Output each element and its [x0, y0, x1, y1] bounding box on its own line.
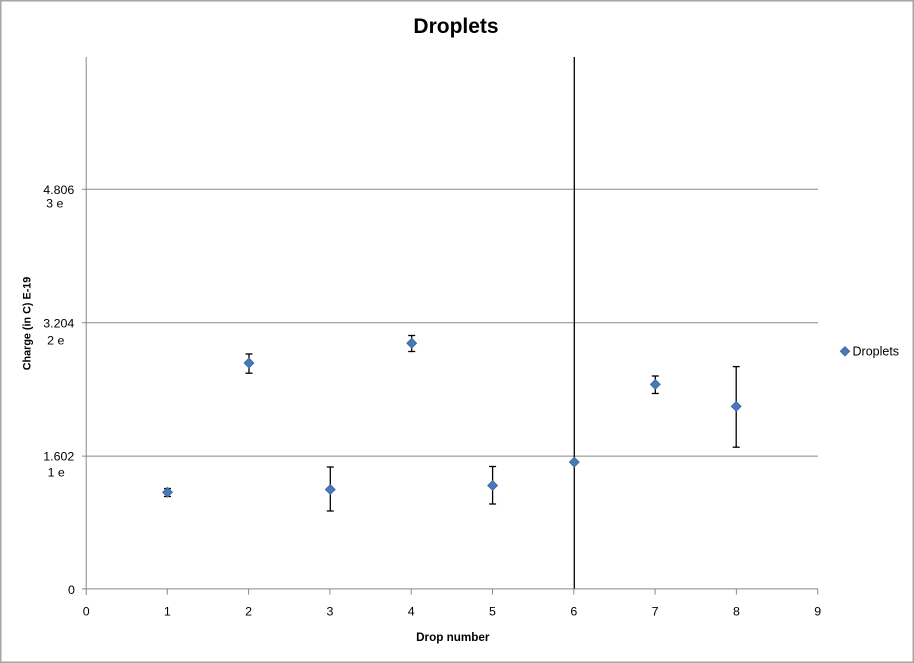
svg-text:0: 0 [83, 604, 90, 618]
svg-text:Charge (in C) E-19: Charge (in C) E-19 [21, 277, 33, 371]
svg-text:3 e: 3 e [46, 197, 63, 211]
svg-text:Droplets: Droplets [853, 345, 900, 359]
svg-text:2: 2 [245, 605, 252, 619]
svg-text:5: 5 [489, 605, 496, 619]
svg-text:1: 1 [164, 605, 171, 619]
svg-text:2 e: 2 e [47, 334, 64, 348]
svg-text:9: 9 [814, 605, 821, 619]
svg-text:4.806: 4.806 [43, 183, 74, 197]
svg-text:Droplets: Droplets [413, 15, 498, 38]
svg-text:Drop number: Drop number [416, 631, 490, 644]
svg-text:7: 7 [652, 605, 659, 619]
svg-text:3: 3 [326, 605, 333, 619]
svg-text:1.602: 1.602 [43, 450, 74, 464]
svg-text:8: 8 [733, 605, 740, 619]
svg-text:4: 4 [408, 605, 415, 619]
svg-text:6: 6 [570, 605, 577, 619]
svg-text:3.204: 3.204 [43, 316, 74, 330]
svg-text:1 e: 1 e [48, 466, 65, 480]
svg-text:0: 0 [68, 583, 75, 597]
